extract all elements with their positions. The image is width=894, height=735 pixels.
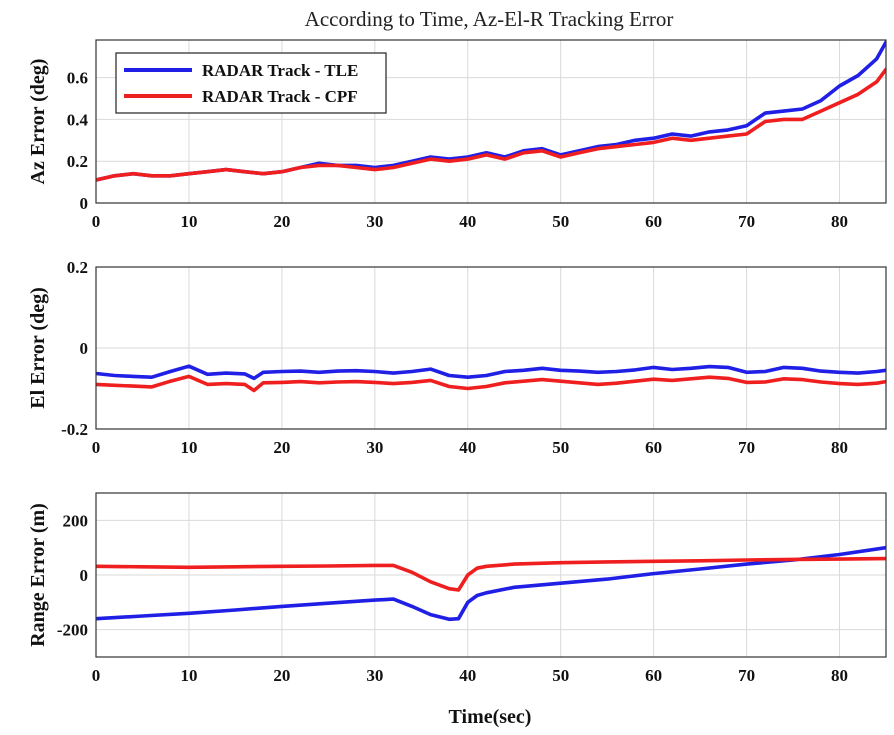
y-tick-label: 0: [80, 339, 89, 358]
x-tick-label: 30: [366, 212, 383, 231]
x-tick-label: 60: [645, 438, 662, 457]
x-tick-label: 10: [180, 666, 197, 685]
az-error-plot: 0 10 20 30 40 50 60 70 80 0 0.2 0.4 0.6 Az Error (deg…: [27, 39, 887, 231]
x-tick-label: 20: [273, 438, 290, 457]
y-tick-label: 0.2: [67, 152, 88, 171]
x-tick-label: 30: [366, 666, 383, 685]
legend-label: RADAR Track - CPF: [202, 87, 358, 106]
x-tick-label: 0: [92, 666, 101, 685]
plot-frame: [95, 266, 887, 430]
legend-label: RADAR Track - TLE: [202, 61, 358, 80]
chart-title: According to Time, Az-El-R Tracking Erro…: [305, 7, 674, 31]
y-tick-label: 0.2: [67, 258, 88, 277]
cpf-series-line: [96, 67, 886, 182]
x-tick-label: 60: [645, 212, 662, 231]
y-tick-label: 200: [63, 511, 89, 530]
x-tick-label: 70: [738, 438, 755, 457]
cpf-series-line: [96, 374, 886, 393]
x-tick-label: 70: [738, 666, 755, 685]
plot-frame: [95, 492, 887, 658]
plot-frame: [95, 39, 887, 204]
x-tick-label: 50: [552, 666, 569, 685]
x-axis-label: Time(sec): [449, 706, 532, 728]
x-tick-label: 50: [552, 438, 569, 457]
x-tick-label: 50: [552, 212, 569, 231]
subplot-panels: 0 10 20 30 40 50 60 70 80 0 0.2 0.4 0.6 Az Error (deg…: [27, 39, 887, 685]
x-tick-label: 70: [738, 212, 755, 231]
y-tick-label: -0.2: [61, 420, 88, 439]
x-tick-label: 30: [366, 438, 383, 457]
x-tick-label: 40: [459, 438, 476, 457]
cpf-series-line: [96, 556, 886, 592]
y-tick-label: 0.4: [67, 110, 89, 129]
legend-box: [115, 52, 387, 114]
x-tick-label: 40: [459, 212, 476, 231]
x-tick-label: 20: [273, 212, 290, 231]
x-tick-label: 80: [831, 666, 848, 685]
y-tick-label: 0.6: [67, 69, 88, 88]
x-tick-label: 10: [180, 438, 197, 457]
x-tick-label: 0: [92, 438, 101, 457]
x-tick-label: 0: [92, 212, 101, 231]
y-axis-label: El Error (deg): [27, 287, 49, 408]
y-axis-label: Az Error (deg): [27, 59, 49, 185]
y-tick-label: 0: [80, 194, 89, 213]
tle-series-line: [96, 364, 886, 381]
x-tick-label: 80: [831, 438, 848, 457]
y-tick-label: -200: [57, 621, 88, 640]
x-tick-label: 10: [180, 212, 197, 231]
legend: RADAR Track - TLE RADAR Track - CPF: [115, 52, 387, 114]
y-tick-label: 0: [80, 566, 89, 585]
x-tick-label: 60: [645, 666, 662, 685]
x-tick-label: 20: [273, 666, 290, 685]
tle-series-line: [96, 545, 886, 622]
range-error-plot: 0 10 20 30 40 50 60 70 80 -200 0 200 Range Error (m): [27, 492, 887, 685]
x-tick-label: 80: [831, 212, 848, 231]
el-error-plot: 0 10 20 30 40 50 60 70 80-0.200.2El Error (deg): [27, 258, 887, 457]
x-tick-label: 40: [459, 666, 476, 685]
y-axis-label: Range Error (m): [27, 503, 49, 647]
